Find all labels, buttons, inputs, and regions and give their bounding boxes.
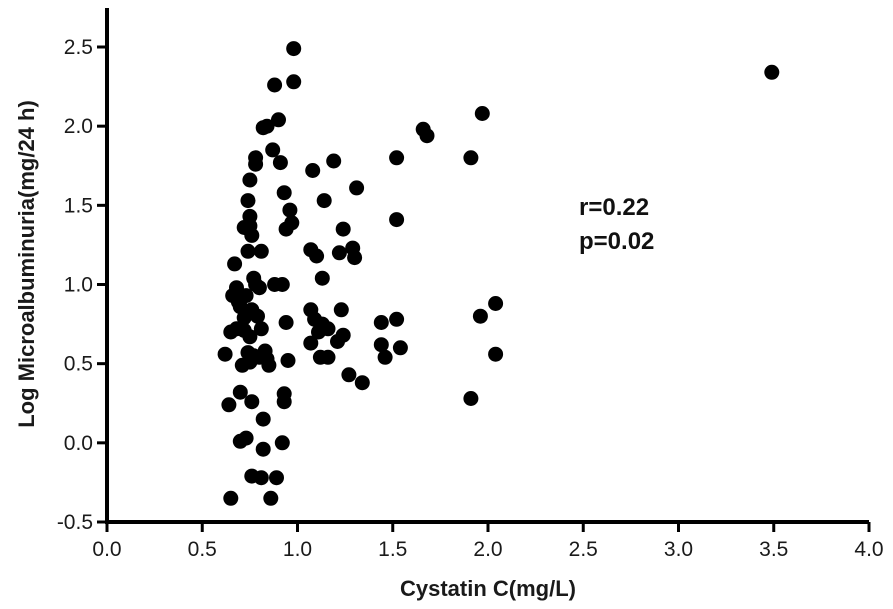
data-point	[389, 212, 405, 228]
data-point	[248, 156, 264, 172]
data-point	[271, 112, 286, 128]
data-point	[263, 490, 279, 506]
data-points	[217, 41, 780, 506]
data-point	[392, 340, 408, 356]
y-tick-label: 1.0	[64, 274, 93, 297]
data-point	[259, 118, 275, 134]
data-point	[326, 153, 342, 169]
data-point	[309, 248, 325, 264]
data-point	[244, 394, 260, 410]
data-point	[389, 311, 405, 327]
data-point	[282, 202, 298, 218]
data-point	[269, 470, 284, 486]
y-tick-label: 2.5	[64, 36, 93, 59]
y-tick-label: 0.5	[64, 353, 93, 376]
axes	[105, 8, 869, 524]
x-tick-label: 1.0	[283, 538, 312, 561]
ticks: 0.0 0.5 1.0 1.5 2.0 2.5 3.0 3.5 4.0 -0.5 0.0 0.5 1.0…	[57, 36, 884, 561]
data-point	[253, 321, 269, 337]
data-point	[280, 353, 296, 368]
data-point	[253, 243, 269, 259]
data-point	[333, 302, 349, 318]
data-point	[232, 384, 248, 400]
data-point	[373, 337, 389, 353]
data-point	[223, 490, 239, 506]
data-point	[255, 441, 271, 457]
data-point	[238, 288, 254, 304]
p-value-annotation: p=0.02	[579, 228, 654, 255]
data-point	[331, 245, 347, 261]
y-tick-label: -0.5	[57, 511, 93, 534]
data-point	[488, 296, 504, 311]
data-point	[274, 277, 290, 292]
data-point	[303, 335, 319, 351]
data-point	[286, 41, 302, 57]
x-tick-label: 3.5	[759, 538, 788, 561]
y-tick-label: 1.5	[64, 194, 93, 217]
data-point	[347, 250, 363, 266]
data-point	[284, 215, 300, 231]
x-tick-label: 3.0	[664, 538, 693, 561]
data-point	[320, 321, 336, 337]
data-point	[265, 142, 281, 158]
data-point	[253, 470, 269, 486]
data-point	[272, 155, 288, 171]
data-point	[335, 327, 351, 343]
data-point	[349, 180, 365, 196]
x-tick-label: 1.5	[378, 538, 407, 561]
data-point	[274, 435, 290, 451]
data-point	[238, 430, 254, 446]
data-point	[463, 150, 479, 166]
data-point	[286, 74, 302, 90]
data-point	[244, 227, 260, 243]
data-point	[250, 308, 265, 324]
data-point	[255, 411, 271, 427]
data-point	[389, 150, 405, 166]
data-point	[242, 172, 258, 188]
data-point	[316, 193, 332, 209]
x-tick-label: 2.0	[473, 538, 502, 561]
data-point	[472, 308, 488, 324]
data-point	[276, 185, 292, 201]
data-point	[474, 106, 490, 121]
data-point	[463, 391, 479, 406]
y-tick-label: 0.0	[64, 432, 93, 455]
data-point	[267, 77, 283, 93]
data-point	[320, 349, 336, 365]
x-tick-label: 0.0	[92, 538, 121, 561]
data-point	[261, 357, 277, 373]
x-axis-title: Cystatin C(mg/L)	[400, 576, 576, 601]
data-point	[341, 367, 357, 383]
data-point	[764, 64, 780, 80]
data-point	[227, 256, 243, 272]
data-point	[278, 315, 294, 330]
data-point	[217, 346, 233, 362]
x-tick-label: 0.5	[188, 538, 217, 561]
data-point	[419, 128, 435, 144]
y-axis-title: Log Microalbuminuria(mg/24 h)	[14, 100, 39, 428]
data-point	[373, 315, 389, 330]
data-point	[335, 221, 351, 237]
data-point	[377, 349, 393, 365]
data-point	[240, 193, 256, 209]
y-tick-label: 2.0	[64, 115, 93, 138]
data-point	[488, 346, 504, 362]
data-point	[251, 280, 267, 296]
data-point	[314, 270, 330, 286]
data-point	[354, 375, 370, 391]
data-point	[240, 243, 256, 259]
data-point	[242, 329, 258, 345]
x-tick-label: 4.0	[854, 538, 883, 561]
correlation-annotation: r=0.22	[579, 194, 649, 221]
x-tick-label: 2.5	[569, 538, 598, 561]
data-point	[221, 397, 237, 413]
data-point	[276, 386, 292, 402]
data-point	[305, 163, 321, 178]
